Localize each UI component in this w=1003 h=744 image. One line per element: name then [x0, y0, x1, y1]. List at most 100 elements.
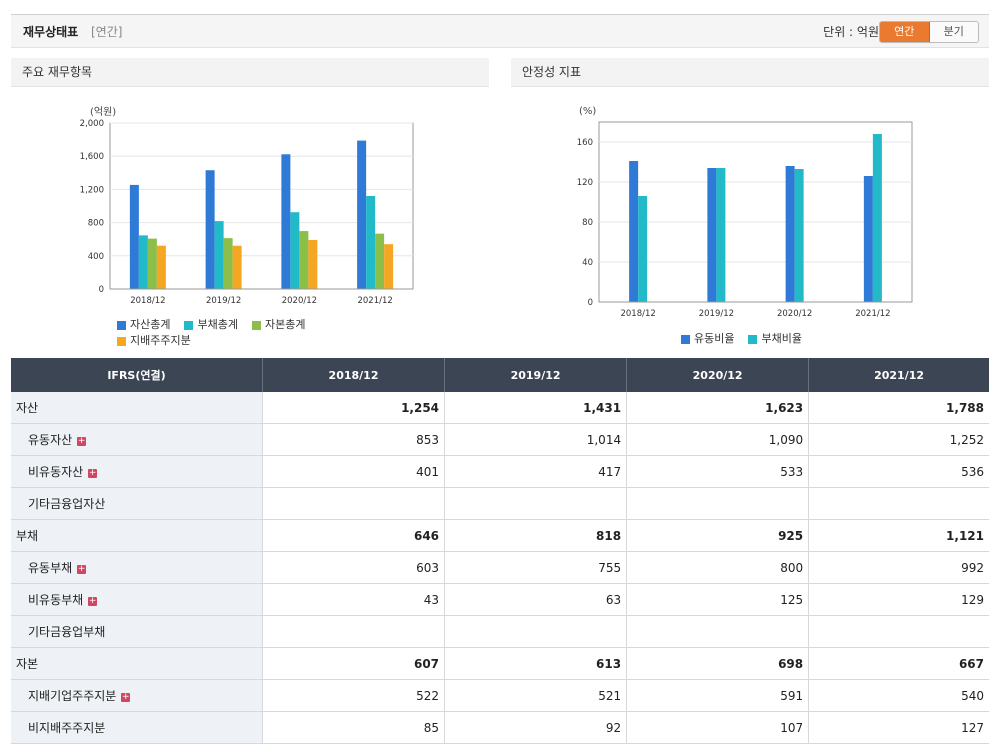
legend-item: 지배주주지분	[117, 332, 191, 348]
table-cell: 818	[444, 519, 627, 552]
table-cell: 853	[261, 423, 445, 456]
y-tick-label: 80	[582, 218, 593, 228]
legend-item: 자본총계	[251, 316, 305, 332]
expand-plus-icon[interactable]: +	[121, 692, 131, 702]
legend-label: 유동비율	[694, 332, 735, 345]
table-cell: 536	[808, 455, 989, 488]
table-row: 지배기업주주지분 +522 521 591 540	[11, 679, 989, 712]
header-2019: 2019/12	[444, 358, 627, 392]
stability-panel: 안정성 지표 0 40 80 120 160 (%) 2018/12 2019/12 2020/…	[511, 58, 989, 354]
expand-plus-icon[interactable]: +	[88, 596, 98, 606]
table-cell: 1,252	[808, 423, 989, 456]
table-cell: 992	[808, 551, 989, 584]
key-items-panel: 주요 재무항목 0 400 800 1,200 1,600 2,000 (억원) 2018/1…	[11, 58, 489, 354]
bar-2-2020-12	[794, 169, 804, 302]
table-cell: 1,431	[444, 392, 627, 424]
table-cell: 107	[626, 711, 809, 744]
legend-swatch	[681, 334, 690, 344]
row-label: 자본	[11, 647, 263, 680]
row-label-text: 비지배주주지분	[28, 721, 106, 735]
table-cell: 1,623	[626, 392, 809, 424]
table-cell: 1,254	[261, 392, 445, 424]
table-cell: 698	[626, 647, 809, 680]
table-cell	[808, 487, 989, 520]
x-tick-label: 2021/12	[357, 296, 392, 306]
expand-plus-icon[interactable]: +	[77, 436, 87, 446]
row-label-text: 비유동자산	[28, 465, 84, 479]
row-label: 비유동부채 +	[11, 583, 263, 616]
row-label-text: 기타금융업부채	[28, 625, 106, 639]
table-row: 부채 646 818 925 1,121	[11, 519, 989, 552]
bar-1-2018-12	[629, 161, 639, 302]
bar-2-2021-12	[872, 134, 882, 302]
table-header-row: IFRS(연결) 2018/12 2019/12 2020/12 2021/12	[11, 358, 989, 392]
table-cell: 522	[261, 679, 445, 712]
table-row: 기타금융업부채	[11, 615, 989, 648]
bar-4-2018-12	[156, 245, 166, 289]
table-cell: 1,090	[626, 423, 809, 456]
expand-plus-icon[interactable]: +	[77, 564, 87, 574]
table-row: 유동부채 +603 755 800 992	[11, 551, 989, 584]
y-tick-label: 2,000	[80, 119, 104, 129]
x-tick-label: 2019/12	[699, 309, 734, 319]
x-tick-label: 2020/12	[777, 309, 812, 319]
row-label: 자산	[11, 392, 263, 424]
unit-label: 단위 : 억원	[823, 25, 879, 39]
row-label-text: 부채	[16, 529, 39, 543]
header-basis: IFRS(연결)	[11, 358, 263, 392]
table-cell: 755	[444, 551, 627, 584]
table-cell: 92	[444, 711, 627, 744]
bar-2-2020-12	[290, 212, 300, 289]
row-label-text: 유동자산	[28, 433, 73, 447]
stability-title: 안정성 지표	[511, 58, 989, 87]
legend-item: 유동비율	[681, 330, 734, 346]
table-cell	[808, 615, 989, 648]
bar-1-2018-12	[129, 184, 139, 289]
annual-toggle-button[interactable]: 연간	[880, 22, 930, 42]
legend-swatch	[117, 336, 126, 346]
row-label-text: 기타금융업자산	[28, 497, 106, 511]
key-items-title: 주요 재무항목	[11, 58, 489, 87]
header-2021: 2021/12	[808, 358, 989, 392]
bar-1-2019-12	[707, 168, 717, 302]
bar-4-2021-12	[384, 244, 394, 289]
bar-1-2021-12	[357, 140, 367, 289]
legend-swatch	[184, 320, 194, 330]
table-cell	[261, 615, 445, 648]
table-cell: 401	[261, 455, 445, 488]
expand-plus-icon[interactable]: +	[88, 468, 98, 478]
table-cell: 1,788	[808, 392, 989, 424]
table-cell: 1,121	[808, 519, 989, 552]
row-label-text: 유동부채	[28, 561, 73, 575]
x-tick-label: 2020/12	[282, 296, 317, 306]
plot-area	[598, 121, 913, 303]
legend-label: 지배주주지분	[130, 334, 191, 347]
table-cell: 667	[808, 647, 989, 680]
table-cell: 613	[444, 647, 627, 680]
y-tick-label: 800	[88, 219, 104, 229]
quarter-toggle-button[interactable]: 분기	[929, 22, 978, 42]
row-label: 유동부채 +	[11, 551, 263, 584]
row-label: 기타금융업자산	[11, 487, 263, 520]
table-cell: 800	[626, 551, 809, 584]
table-cell: 521	[444, 679, 627, 712]
y-tick-label: 1,200	[80, 185, 104, 195]
header-2020: 2020/12	[626, 358, 809, 392]
y-tick-label: 0	[588, 298, 593, 308]
bar-3-2019-12	[223, 238, 233, 289]
table-row: 비지배주주지분 85 92 107 127	[11, 711, 989, 744]
section-header: 재무상태표 [연간] 단위 : 억원 연간 분기	[11, 14, 989, 48]
period-toggle[interactable]: 연간 분기	[879, 21, 979, 43]
bar-3-2021-12	[375, 233, 385, 289]
key-items-legend: 자산총계 부채총계 자본총계지배주주지분	[117, 316, 377, 348]
legend-item: 부채비율	[748, 330, 802, 346]
legend-swatch	[117, 320, 126, 330]
x-tick-label: 2021/12	[855, 309, 890, 319]
y-tick-label: 0	[99, 285, 104, 295]
table-cell: 63	[444, 583, 627, 616]
row-label: 부채	[11, 519, 263, 552]
table-cell: 646	[261, 519, 445, 552]
table-row: 자본 607 613 698 667	[11, 647, 989, 680]
table-cell: 417	[444, 455, 627, 488]
bar-2-2019-12	[716, 168, 726, 302]
